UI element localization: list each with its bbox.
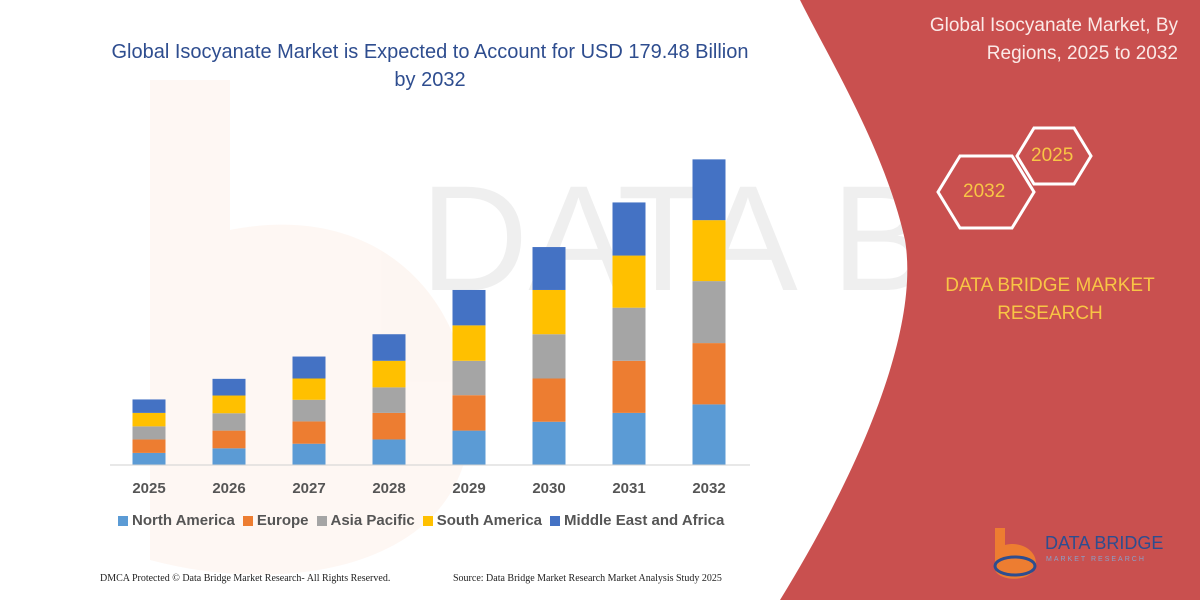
x-tick-label: 2031 [612, 480, 646, 497]
chart-plot [132, 159, 726, 465]
bar-segment-2027-europe [292, 421, 326, 444]
bar-segment-2028-north-america [372, 439, 406, 465]
source-text: Source: Data Bridge Market Research Mark… [453, 573, 722, 584]
bar-segment-2032-europe [692, 343, 726, 405]
bar-segment-2031-north-america [612, 412, 646, 465]
bar-segment-2026-north-america [212, 448, 246, 465]
logo-subtitle: MARKET RESEARCH [1046, 556, 1146, 563]
bar-segment-2025-south-america [132, 412, 166, 427]
bar-segment-2030-north-america [532, 421, 566, 465]
legend-item: Europe [242, 512, 309, 529]
logo-icon [993, 528, 1037, 579]
bar-segment-2032-asia-pacific [692, 281, 726, 344]
bar-segment-2027-middle-east-and-africa [292, 356, 326, 379]
x-tick-label: 2027 [292, 480, 326, 497]
legend-swatch [550, 515, 561, 526]
red-panel [780, 0, 1200, 600]
bar-segment-2025-europe [132, 439, 166, 453]
bar-segment-2028-asia-pacific [372, 387, 406, 413]
bar-segment-2029-middle-east-and-africa [452, 289, 486, 326]
bar-segment-2028-europe [372, 412, 406, 440]
bar-segment-2029-south-america [452, 325, 486, 361]
legend-swatch [422, 515, 433, 526]
hex-label-2025: 2025 [1031, 145, 1074, 166]
legend-item: Middle East and Africa [550, 512, 724, 529]
x-tick-label: 2025 [132, 480, 166, 497]
legend-item: South America [422, 512, 543, 529]
bar-segment-2031-middle-east-and-africa [612, 202, 646, 256]
bar-segment-2032-middle-east-and-africa [692, 159, 726, 221]
bar-segment-2032-south-america [692, 220, 726, 282]
bar-segment-2025-north-america [132, 452, 166, 465]
bar-segment-2030-south-america [532, 289, 566, 335]
x-tick-label: 2028 [372, 480, 406, 497]
logo-name: DATA BRIDGE [1045, 533, 1164, 553]
brand-text: DATA BRIDGE MARKET RESEARCH [945, 275, 1155, 324]
bar-segment-2029-asia-pacific [452, 360, 486, 396]
bar-segment-2026-middle-east-and-africa [212, 378, 246, 396]
bar-segment-2028-south-america [372, 360, 406, 388]
x-tick-label: 2030 [532, 480, 566, 497]
legend-label: South America [436, 512, 543, 529]
bar-segment-2027-south-america [292, 378, 326, 400]
hexagon-2025 [1015, 126, 1093, 186]
hex-label-2032: 2032 [963, 181, 1006, 202]
x-tick-label: 2026 [212, 480, 246, 497]
bar-segment-2030-europe [532, 378, 566, 422]
legend-item: North America [118, 512, 235, 529]
hexagon-2032 [936, 154, 1036, 230]
bar-segment-2027-north-america [292, 443, 326, 465]
bar-segment-2031-europe [612, 360, 646, 413]
legend-item: Asia Pacific [316, 512, 415, 529]
chart-title: Global Isocyanate Market is Expected to … [111, 41, 749, 91]
bar-segment-2028-middle-east-and-africa [372, 334, 406, 361]
bar-segment-2026-south-america [212, 395, 246, 414]
bar-segment-2031-south-america [612, 255, 646, 308]
legend-swatch [242, 515, 253, 526]
bar-segment-2031-asia-pacific [612, 307, 646, 361]
bar-segment-2030-middle-east-and-africa [532, 247, 566, 290]
panel-title: Global Isocyanate Market, By Regions, 20… [929, 15, 1178, 64]
bar-segment-2032-north-america [692, 404, 726, 465]
legend-swatch [118, 515, 128, 526]
legend-label: Europe [256, 512, 309, 529]
bar-segment-2030-asia-pacific [532, 334, 566, 379]
bar-segment-2029-europe [452, 395, 486, 431]
legend-label: North America [132, 512, 235, 529]
bar-segment-2026-europe [212, 430, 246, 449]
bar-segment-2025-middle-east-and-africa [132, 399, 166, 413]
x-tick-label: 2029 [452, 480, 486, 497]
copyright-text: DMCA Protected © Data Bridge Market Rese… [100, 573, 391, 584]
bar-segment-2029-north-america [452, 430, 486, 465]
x-tick-label: 2032 [692, 480, 726, 497]
legend-swatch [316, 515, 327, 526]
bar-segment-2027-asia-pacific [292, 399, 326, 422]
legend-label: Middle East and Africa [564, 512, 725, 529]
legend-label: Asia Pacific [330, 512, 415, 529]
bar-segment-2025-asia-pacific [132, 426, 166, 440]
legend: North America Europe Asia Pacific South … [118, 512, 724, 529]
bar-segment-2026-asia-pacific [212, 413, 246, 431]
